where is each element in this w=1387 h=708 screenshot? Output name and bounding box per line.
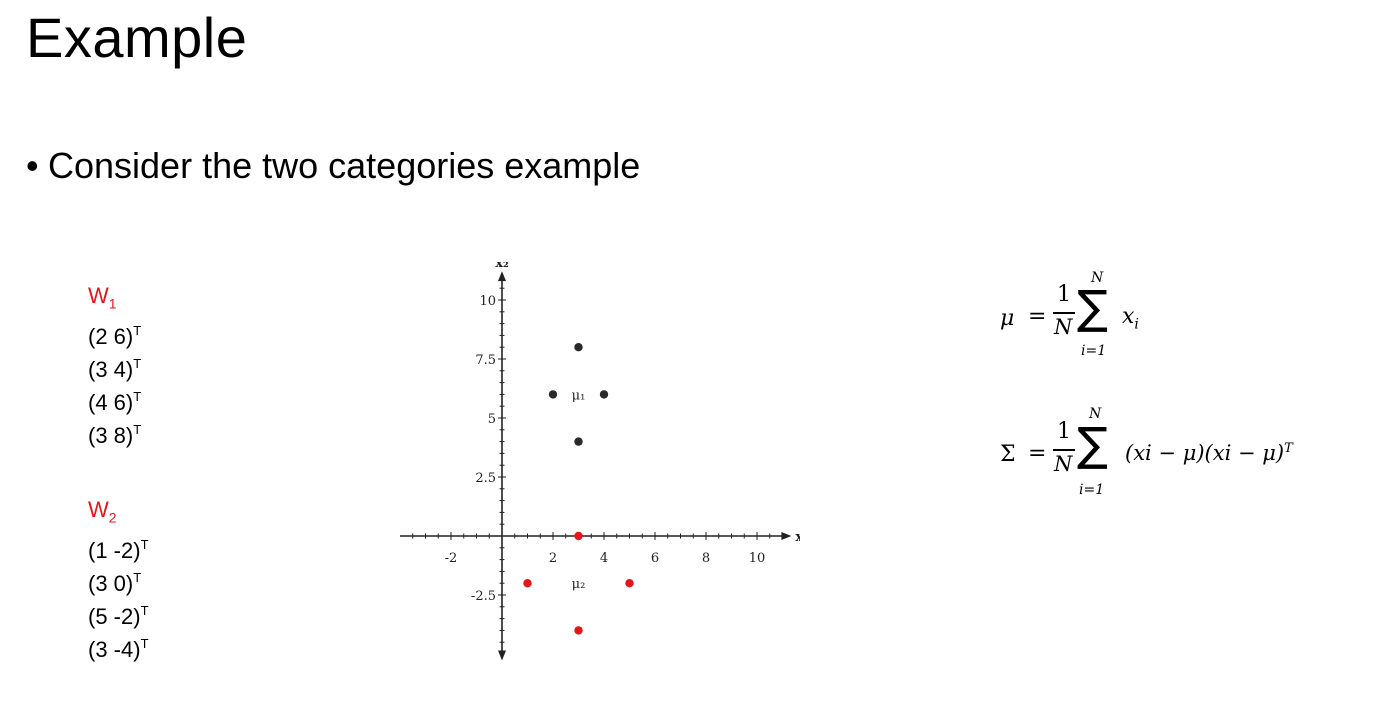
class-w2-block: W2 (1 -2)T (3 0)T (5 -2)T (3 -4)T [88,496,149,663]
bullet-text: Consider the two categories example [48,145,641,186]
mu-sum-upper: N [1091,270,1104,286]
sigma-equals: = [1028,441,1047,466]
y-axis-label: x₂ [495,262,508,271]
vector-item: (3 0)T [88,570,142,597]
sigma-fraction-bar [1053,449,1075,451]
x-tick-label: 6 [651,551,659,566]
x-tick-label: 2 [549,551,557,566]
y-axis-down-arrow-icon [498,650,506,661]
mu-summation-icon: ∑ [1077,280,1108,334]
y-tick-label: 5 [488,412,496,427]
vector-item: (5 -2)T [88,603,149,630]
data-point-class-1 [574,343,583,352]
bullet-dot-icon: • [26,145,39,186]
y-axis-arrow-icon [498,271,506,282]
sigma-numerator: 1 [1057,419,1071,444]
data-point-class-2 [625,579,634,588]
y-tick-label: 2.5 [475,471,496,486]
vector-item: (3 4)T [88,356,142,383]
vector-item: (2 6)T [88,323,142,350]
class-w1-label: W1 [88,283,117,312]
sigma-summand: (xi − μ)(xi − μ)T [1125,441,1293,465]
scatter-chart: -2 2 4 6 8 10 -2.5 2.5 5 7.5 10 x₁ x₂ μ₁ μ₂ [400,262,800,661]
data-point-class-2 [574,626,583,635]
mu-numerator: 1 [1057,282,1071,307]
x-axis-label: x₁ [795,530,800,545]
mean-label-1: μ₁ [572,388,586,403]
mu-equals: = [1028,304,1047,329]
x-axis-arrow-icon [781,532,792,540]
sigma-lhs: Σ [1000,442,1016,467]
x-tick-label: 10 [749,551,766,566]
vector-item: (3 -4)T [88,636,149,663]
vector-item: (3 8)T [88,422,142,449]
mu-lhs: μ [1000,306,1015,331]
mu-denominator: N [1054,315,1073,339]
vector-item: (4 6)T [88,389,142,416]
vector-item: (1 -2)T [88,537,149,564]
data-point-class-2 [574,531,583,541]
y-tick-label: -2.5 [471,589,496,604]
sigma-summation-icon: ∑ [1077,417,1108,471]
mean-formula: μ = 1 N N ∑ i=1 xi [998,268,1198,368]
sigma-sum-upper: N [1089,406,1102,422]
class-w1-block: W1 (2 6)T (3 4)T (4 6)T (3 8)T [88,282,141,449]
x-tick-label: 4 [600,551,608,566]
data-point-class-1 [599,390,609,399]
data-point-class-1 [548,390,558,399]
y-tick-label: 10 [479,294,496,309]
mu-fraction-bar [1053,312,1075,314]
covariance-formula: Σ = 1 N N ∑ i=1 (xi − μ)(xi − μ)T [998,405,1378,505]
slide-title: Example [26,6,248,69]
class-w2-label: W2 [88,497,117,526]
sigma-sum-lower: i=1 [1079,482,1105,498]
x-tick-label: -2 [445,551,458,566]
x-tick-label: 8 [702,551,710,566]
y-tick-label: 7.5 [475,353,496,368]
mean-label-2: μ₂ [572,577,586,592]
bullet-item: • Consider the two categories example [26,142,640,190]
data-point-class-1 [574,437,583,446]
mu-summand: xi [1122,304,1139,333]
mu-sum-lower: i=1 [1081,343,1107,359]
data-point-class-2 [523,579,532,588]
sigma-denominator: N [1054,452,1073,476]
